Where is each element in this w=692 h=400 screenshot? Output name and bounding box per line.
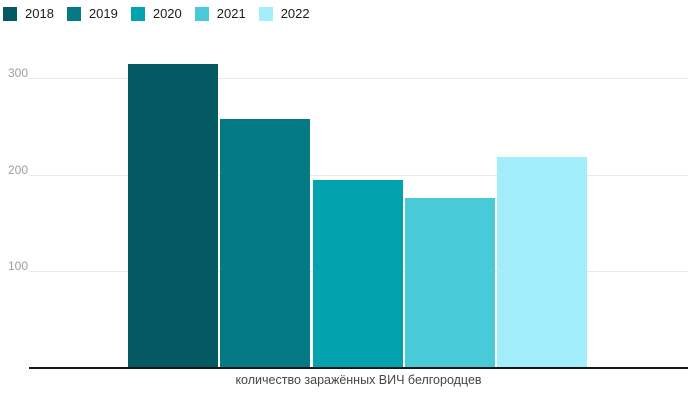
bar-2020[interactable] — [312, 179, 403, 368]
legend-label: 2020 — [152, 6, 182, 21]
legend-item-2018: 2018 — [3, 7, 54, 21]
gridline-200 — [29, 174, 688, 176]
legend: 2018 2019 2020 2021 2022 — [3, 7, 310, 21]
legend-item-2019: 2019 — [66, 6, 118, 21]
bar-2019[interactable] — [220, 118, 311, 368]
legend-swatch-icon — [130, 7, 145, 21]
y-tick-label: 200 — [7, 162, 28, 177]
legend-swatch-icon — [258, 7, 273, 21]
legend-item-2021: 2021 — [194, 6, 246, 21]
legend-label: 2022 — [280, 6, 310, 21]
legend-item-2022: 2022 — [258, 6, 310, 21]
legend-swatch-icon — [194, 7, 209, 21]
legend-swatch-icon — [3, 7, 17, 21]
x-axis-line — [29, 367, 688, 369]
y-tick-label: 300 — [7, 66, 28, 80]
gridline-300 — [29, 78, 688, 79]
legend-label: 2018 — [25, 6, 54, 21]
bar-2021[interactable] — [404, 197, 495, 368]
x-axis-label: количество заражённых ВИЧ белгородцев — [235, 373, 482, 387]
legend-label: 2021 — [216, 6, 246, 21]
bar-2018[interactable] — [128, 63, 218, 368]
bar-2022[interactable] — [497, 157, 587, 368]
legend-item-2020: 2020 — [130, 6, 182, 21]
legend-swatch-icon — [66, 7, 81, 21]
legend-label: 2019 — [88, 6, 118, 21]
y-tick-label: 100 — [7, 259, 28, 274]
